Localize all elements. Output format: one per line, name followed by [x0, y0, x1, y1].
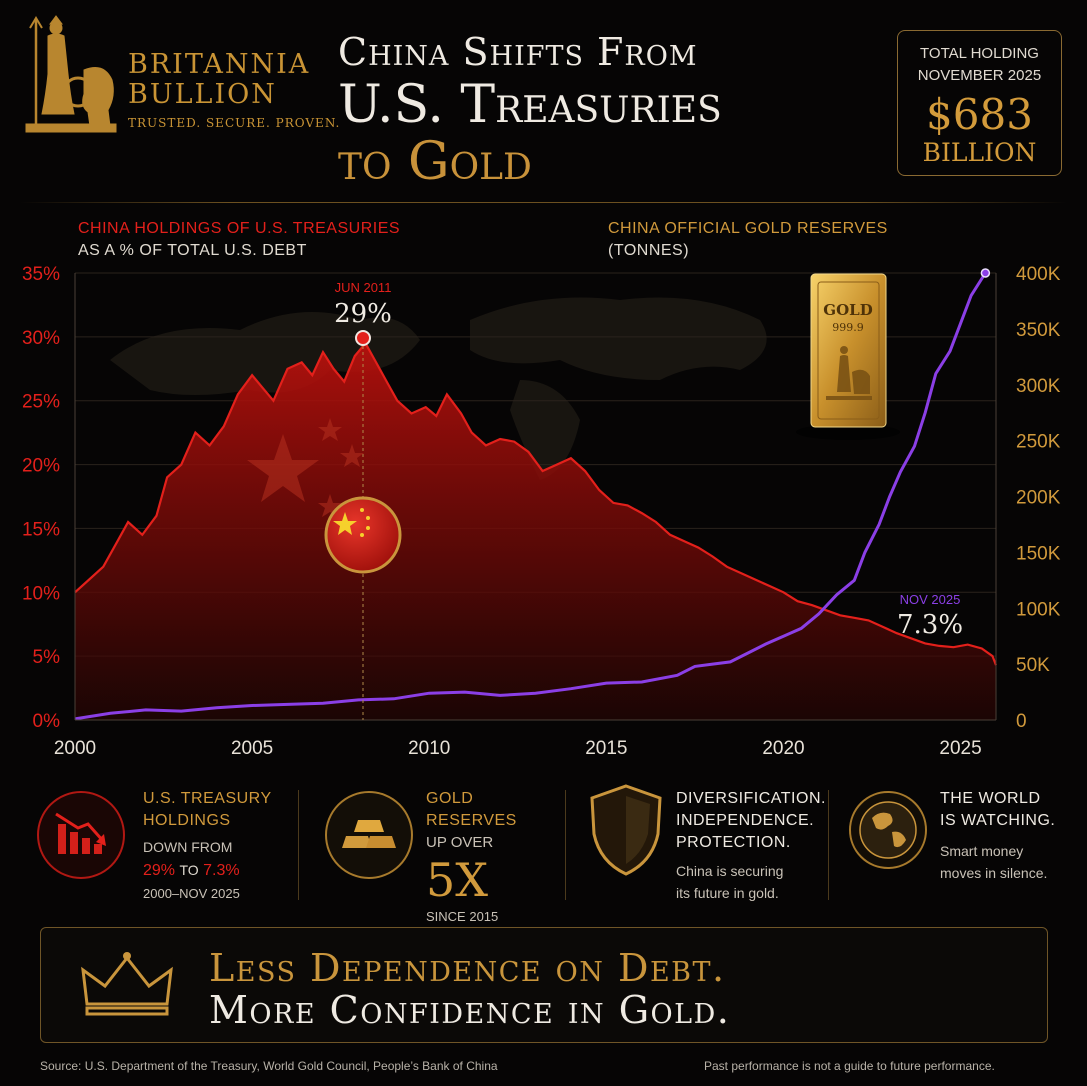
header-divider [20, 202, 1067, 203]
gold-bars-icon [325, 791, 413, 879]
feature-gold-title2: UP OVER [426, 834, 494, 851]
china-flag-coin [324, 496, 402, 574]
left-tick-label: 10% [22, 583, 60, 604]
brand-name-line1: BRITANNIA [128, 49, 311, 80]
x-tick-label: 2020 [762, 738, 804, 759]
title-line1: China Shifts From [338, 30, 698, 74]
page-title: China Shifts From U.S. Treasuries to Gol… [338, 28, 858, 190]
feature-div-sub1: China is securing [676, 863, 784, 879]
shield-icon [590, 784, 662, 876]
feature-divider-1 [298, 790, 299, 900]
feature-gold-period: SINCE 2015 [426, 909, 499, 924]
brand-name-line2: BULLION [128, 79, 277, 110]
feature-world-title2: IS WATCHING. [940, 812, 1056, 829]
right-tick-label: 400K [1016, 264, 1061, 285]
feature-gold: GOLD RESERVES UP OVER 5X SINCE 2015 [426, 788, 566, 928]
right-axis-title: CHINA OFFICIAL GOLD RESERVES [608, 220, 888, 237]
feature-treasury-sub: DOWN FROM [143, 839, 233, 855]
right-tick-label: 200K [1016, 488, 1061, 509]
brand-tagline: TRUSTED. SECURE. PROVEN. [128, 116, 341, 130]
end-annotation-date: NOV 2025 [900, 592, 961, 607]
globe-icon [849, 791, 927, 869]
feature-divider-2 [565, 790, 566, 900]
x-tick-label: 2010 [408, 738, 450, 759]
feature-div-sub2: its future in gold. [676, 885, 779, 901]
x-axis-ticks: 2000 2005 2010 2015 2020 2025 [54, 738, 982, 759]
dual-axis-chart: 0% 5% 10% 15% 20% 25% 30% 35% 0 50K 100K 150K 200K 2… [22, 264, 1061, 759]
gold-bar-illustration: GOLD 999.9 [796, 273, 900, 440]
gold-bar-purity: 999.9 [832, 321, 864, 334]
down-trend-icon [37, 791, 125, 879]
source-note: Source: U.S. Department of the Treasury,… [40, 1059, 498, 1073]
world-map-background [110, 297, 767, 480]
total-holding-box: TOTAL HOLDING NOVEMBER 2025 $683 BILLION [897, 30, 1062, 176]
x-tick-label: 2000 [54, 738, 96, 759]
closing-banner: Less Dependence on Debt. More Confidence… [40, 927, 1048, 1043]
treasury-share-area [75, 343, 996, 720]
right-tick-label: 300K [1016, 376, 1061, 397]
peak-marker [355, 330, 371, 346]
left-tick-label: 0% [33, 711, 61, 732]
crown-icon [81, 952, 173, 1016]
feature-div-title3: PROTECTION. [676, 834, 791, 851]
right-tick-label: 250K [1016, 432, 1061, 453]
left-tick-label: 5% [33, 647, 61, 668]
banner-line2: More Confidence in Gold. [209, 988, 731, 1032]
flag-stars-decoration [247, 418, 364, 517]
left-tick-label: 35% [22, 264, 60, 285]
brand-block: BRITANNIA BULLION TRUSTED. SECURE. PROVE… [128, 49, 341, 131]
right-tick-label: 50K [1016, 655, 1050, 676]
x-tick-label: 2015 [585, 738, 627, 759]
feature-world: THE WORLD IS WATCHING. Smart money moves… [940, 788, 1070, 884]
right-tick-label: 100K [1016, 599, 1061, 620]
peak-annotation-value: 29% [334, 299, 392, 329]
feature-world-title1: THE WORLD [940, 790, 1041, 807]
x-tick-label: 2005 [231, 738, 273, 759]
feature-gold-title1: GOLD RESERVES [426, 790, 517, 829]
right-tick-label: 350K [1016, 320, 1061, 341]
treasury-share-line [74, 341, 998, 666]
gold-reserves-end-point [980, 268, 991, 278]
feature-world-sub1: Smart money [940, 843, 1024, 859]
right-tick-label: 150K [1016, 543, 1061, 564]
banner-line1: Less Dependence on Debt. [209, 946, 726, 990]
holding-value: $683 [926, 90, 1033, 139]
feature-treasury: U.S. TREASURY HOLDINGS DOWN FROM 29% TO … [143, 788, 303, 905]
end-annotation-value: 7.3% [897, 610, 963, 640]
gold-reserves-line [74, 272, 987, 721]
left-tick-label: 30% [22, 328, 60, 349]
left-axis-subtitle: AS A % OF TOTAL U.S. DEBT [78, 242, 307, 259]
britannia-logo-emblem [25, 15, 117, 133]
title-line2: U.S. Treasuries [338, 75, 722, 135]
left-tick-label: 25% [22, 392, 60, 413]
feature-div-title2: INDEPENDENCE. [676, 812, 815, 829]
title-line3: to Gold [338, 132, 532, 192]
right-axis-ticks: 0 50K 100K 150K 200K 250K 300K 350K 400K [1016, 264, 1061, 732]
holding-label-line2: NOVEMBER 2025 [917, 67, 1042, 84]
left-axis-title: CHINA HOLDINGS OF U.S. TREASURIES [78, 220, 401, 237]
feature-treasury-period: 2000–NOV 2025 [143, 886, 240, 901]
right-axis-subtitle: (TONNES) [608, 242, 690, 259]
feature-world-sub2: moves in silence. [940, 865, 1048, 881]
x-tick-label: 2025 [939, 738, 981, 759]
holding-unit: BILLION [922, 138, 1037, 167]
left-axis-ticks: 0% 5% 10% 15% 20% 25% 30% 35% [22, 264, 60, 732]
left-tick-label: 15% [22, 519, 60, 540]
disclaimer: Past performance is not a guide to futur… [704, 1059, 995, 1073]
feature-diversification: DIVERSIFICATION. INDEPENDENCE. PROTECTIO… [676, 788, 826, 904]
feature-gold-big: 5X [426, 853, 489, 907]
feature-treasury-to: 7.3% [203, 862, 240, 879]
feature-treasury-title2: HOLDINGS [143, 812, 231, 829]
left-tick-label: 20% [22, 456, 60, 477]
feature-div-title1: DIVERSIFICATION. [676, 790, 826, 807]
feature-treasury-from: 29% [143, 862, 176, 879]
holding-label-line1: TOTAL HOLDING [920, 45, 1039, 62]
right-tick-label: 0 [1016, 711, 1027, 732]
feature-divider-3 [828, 790, 829, 900]
feature-treasury-title1: U.S. TREASURY [143, 790, 272, 807]
gold-bar-label: GOLD [823, 301, 872, 319]
peak-annotation-date: JUN 2011 [335, 280, 392, 295]
feature-treasury-to-word: TO [179, 862, 199, 878]
